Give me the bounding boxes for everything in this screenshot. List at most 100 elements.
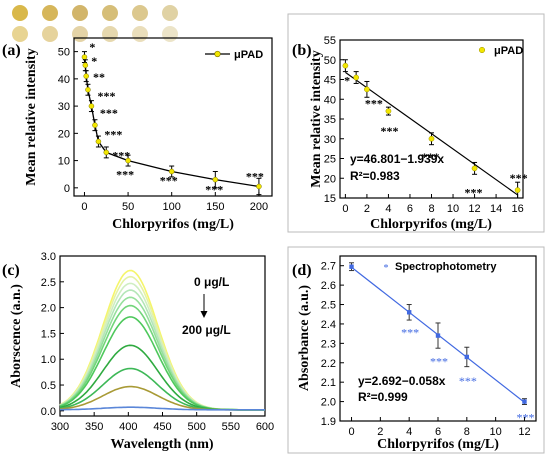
significance-label: *** — [205, 183, 223, 197]
panel-b-frame — [287, 13, 545, 233]
y-tick-label: 50 — [324, 55, 336, 67]
y-tick-label: 20 — [58, 128, 70, 140]
y-axis-label: Mean relative intensity — [24, 48, 39, 185]
x-tick-label: 8 — [464, 426, 470, 438]
data-point — [471, 165, 478, 172]
data-point — [85, 87, 91, 93]
x-tick-label: 450 — [153, 421, 171, 433]
spectrum-line — [59, 304, 265, 411]
y-tick-label: 20 — [324, 173, 336, 185]
y-tick-label: 2.5 — [41, 277, 56, 289]
y-tick-label: 2.3 — [321, 338, 336, 350]
significance-label: *** — [422, 150, 440, 164]
data-point — [364, 86, 370, 93]
fit-r2: R²=0.999 — [358, 390, 408, 404]
data-point — [212, 176, 219, 183]
plot-frame — [73, 37, 273, 197]
y-axis-label: Aborscence (a.n.) — [9, 284, 24, 388]
y-tick-label: 55 — [324, 35, 336, 47]
x-tick-label: 4 — [385, 203, 391, 215]
y-tick-label: 2.1 — [321, 377, 336, 389]
y-tick-label: 2.6 — [321, 280, 336, 292]
significance-label: *** — [246, 169, 264, 183]
legend-marker: * — [384, 263, 389, 274]
annotation-arrowhead — [200, 311, 208, 318]
significance-label: *** — [112, 148, 130, 162]
data-point — [522, 399, 527, 404]
y-tick-label: 40 — [58, 74, 70, 86]
fit-r2: R²=0.983 — [350, 169, 400, 183]
data-point — [349, 264, 354, 269]
x-tick-label: 200 — [250, 201, 268, 213]
data-point — [83, 73, 89, 79]
legend-label: μPAD — [494, 45, 523, 57]
y-tick-label: 3.0 — [41, 251, 56, 263]
significance-label: *** — [401, 325, 419, 339]
data-point — [353, 74, 359, 81]
swatch-spot — [132, 5, 148, 21]
data-point — [406, 310, 412, 315]
y-tick-label: 25 — [324, 154, 336, 166]
significance-label: *** — [516, 411, 534, 425]
data-point — [92, 122, 98, 128]
swatch-spot — [12, 5, 28, 21]
data-point — [95, 138, 102, 145]
plot-frame — [59, 255, 266, 417]
x-tick-label: 600 — [256, 421, 274, 433]
swatch-spot — [12, 26, 28, 42]
x-tick-label: 50 — [122, 201, 134, 213]
swatch-spot — [102, 26, 118, 42]
y-tick-label: 2.5 — [321, 300, 336, 312]
significance-label: *** — [430, 355, 448, 369]
swatch-spot — [42, 5, 58, 21]
spectrum-line — [59, 282, 265, 411]
legend-marker — [478, 46, 486, 54]
y-tick-label: 1.9 — [321, 416, 336, 428]
x-tick-label: 400 — [119, 421, 137, 433]
annotation-top: 0 μg/L — [194, 275, 229, 289]
y-tick-label: 0.5 — [41, 380, 56, 392]
x-axis-label: Chlorpyrifos (mg/L) — [377, 437, 499, 452]
x-tick-label: 100 — [163, 201, 181, 213]
spectrum-line — [60, 406, 265, 411]
y-tick-label: 2.0 — [41, 303, 56, 315]
x-tick-label: 8 — [428, 203, 434, 215]
x-tick-label: 2 — [364, 203, 370, 215]
significance-label: ** — [93, 70, 105, 84]
x-tick-label: 2 — [377, 426, 383, 438]
swatch-spot — [132, 26, 148, 42]
y-tick-label: 10 — [58, 156, 70, 168]
data-point — [81, 54, 88, 60]
data-point — [88, 103, 95, 109]
x-tick-label: 10 — [447, 203, 459, 215]
significance-label: * — [344, 74, 350, 88]
x-tick-label: 0 — [342, 203, 348, 215]
x-tick-label: 6 — [407, 203, 413, 215]
x-axis-label: Chlorpyrifos (mg/L) — [370, 217, 492, 232]
significance-label: * — [91, 54, 97, 68]
x-tick-label: 150 — [206, 201, 224, 213]
significance-label: *** — [116, 168, 134, 182]
y-tick-label: 2.0 — [321, 397, 336, 409]
data-point — [125, 157, 131, 164]
data-point — [514, 187, 521, 193]
swatch-spot — [42, 26, 58, 42]
panel-d-chart: 0 2 4 6 8 10 121.92.02.12.22.32.42.52.62.7****… — [297, 255, 537, 452]
significance-label: *** — [365, 96, 383, 110]
x-tick-label: 12 — [518, 426, 530, 438]
swatch-spot — [162, 5, 178, 21]
x-tick-label: 500 — [187, 421, 205, 433]
data-point — [464, 354, 470, 360]
y-tick-label: 45 — [324, 75, 336, 87]
legend-label: μPAD — [234, 49, 263, 61]
y-tick-label: 0.0 — [41, 406, 56, 418]
significance-label: *** — [97, 89, 115, 103]
x-tick-label: 300 — [51, 421, 69, 433]
panel-c-chart: 300 350 400 450 500 550 600 0.0 0.5 1.0 1.5 2.0 2.5 3… — [9, 251, 274, 452]
panel-label-c: (c) — [2, 262, 20, 279]
significance-label: *** — [160, 173, 178, 187]
fit-equation: y=2.692−0.058x — [358, 374, 446, 388]
y-tick-label: 30 — [58, 101, 70, 113]
x-tick-label: 0 — [81, 201, 87, 213]
